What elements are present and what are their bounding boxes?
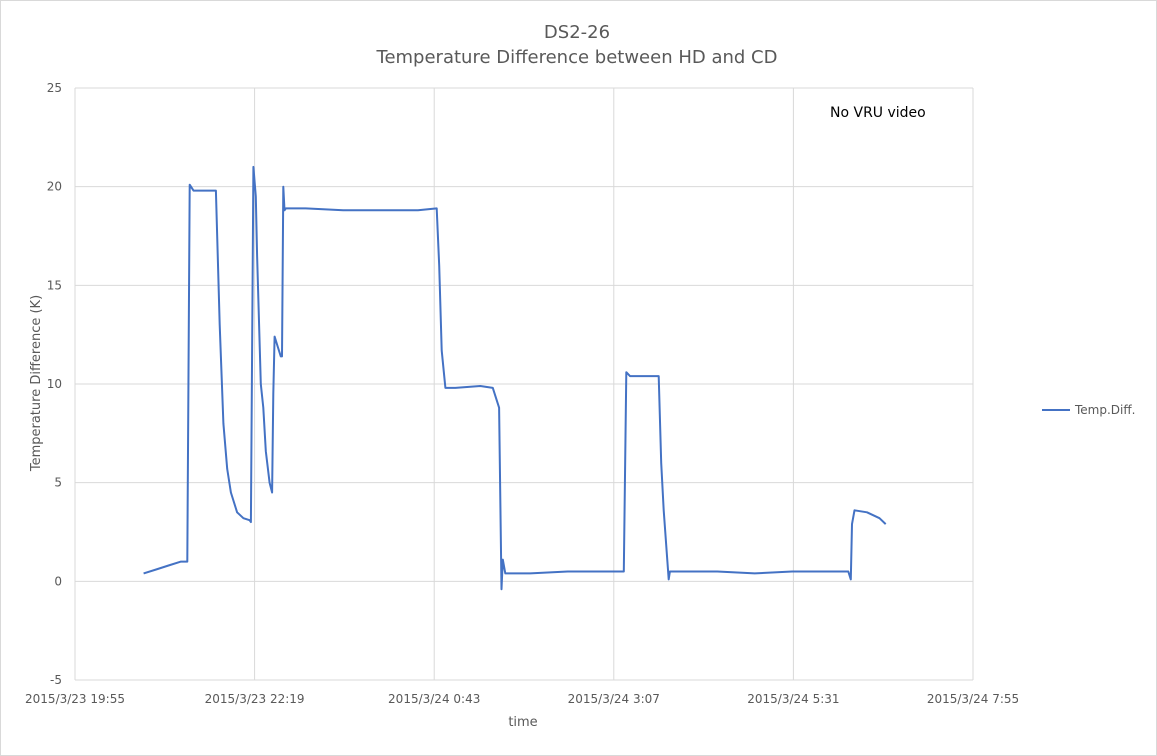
chart-title: DS2-26 (544, 22, 610, 43)
y-tick-label: 15 (47, 278, 62, 292)
annotation-text: No VRU video (830, 105, 926, 121)
y-tick-label: -5 (50, 673, 62, 687)
y-tick-label: 5 (54, 476, 62, 490)
y-axis-title: Temperature Difference (K) (29, 295, 44, 472)
series-layer (143, 165, 887, 591)
y-tick-label: 20 (47, 180, 62, 194)
x-tick-label: 2015/3/24 3:07 (568, 692, 660, 706)
y-tick-label: 0 (54, 574, 62, 588)
x-tick-label: 2015/3/24 5:31 (747, 692, 839, 706)
x-tick-label: 2015/3/24 0:43 (388, 692, 480, 706)
x-tick-label: 2015/3/23 19:55 (25, 692, 125, 706)
y-tick-label: 10 (47, 377, 62, 391)
x-tick-label: 2015/3/23 22:19 (205, 692, 305, 706)
x-axis-title: time (508, 715, 537, 730)
grid-layer (74, 87, 974, 681)
chart-subtitle: Temperature Difference between HD and CD (376, 47, 778, 68)
y-tick-label: 25 (47, 81, 62, 95)
legend: Temp.Diff. (1042, 403, 1135, 417)
series-line-temp-diff (143, 165, 887, 591)
legend-entry: Temp.Diff. (1074, 403, 1135, 417)
tick-labels: 25 20 15 10 5 0 -5 2015/3/23 19:55 2015/3/23 22:… (25, 81, 1019, 706)
x-tick-label: 2015/3/24 7:55 (927, 692, 1019, 706)
